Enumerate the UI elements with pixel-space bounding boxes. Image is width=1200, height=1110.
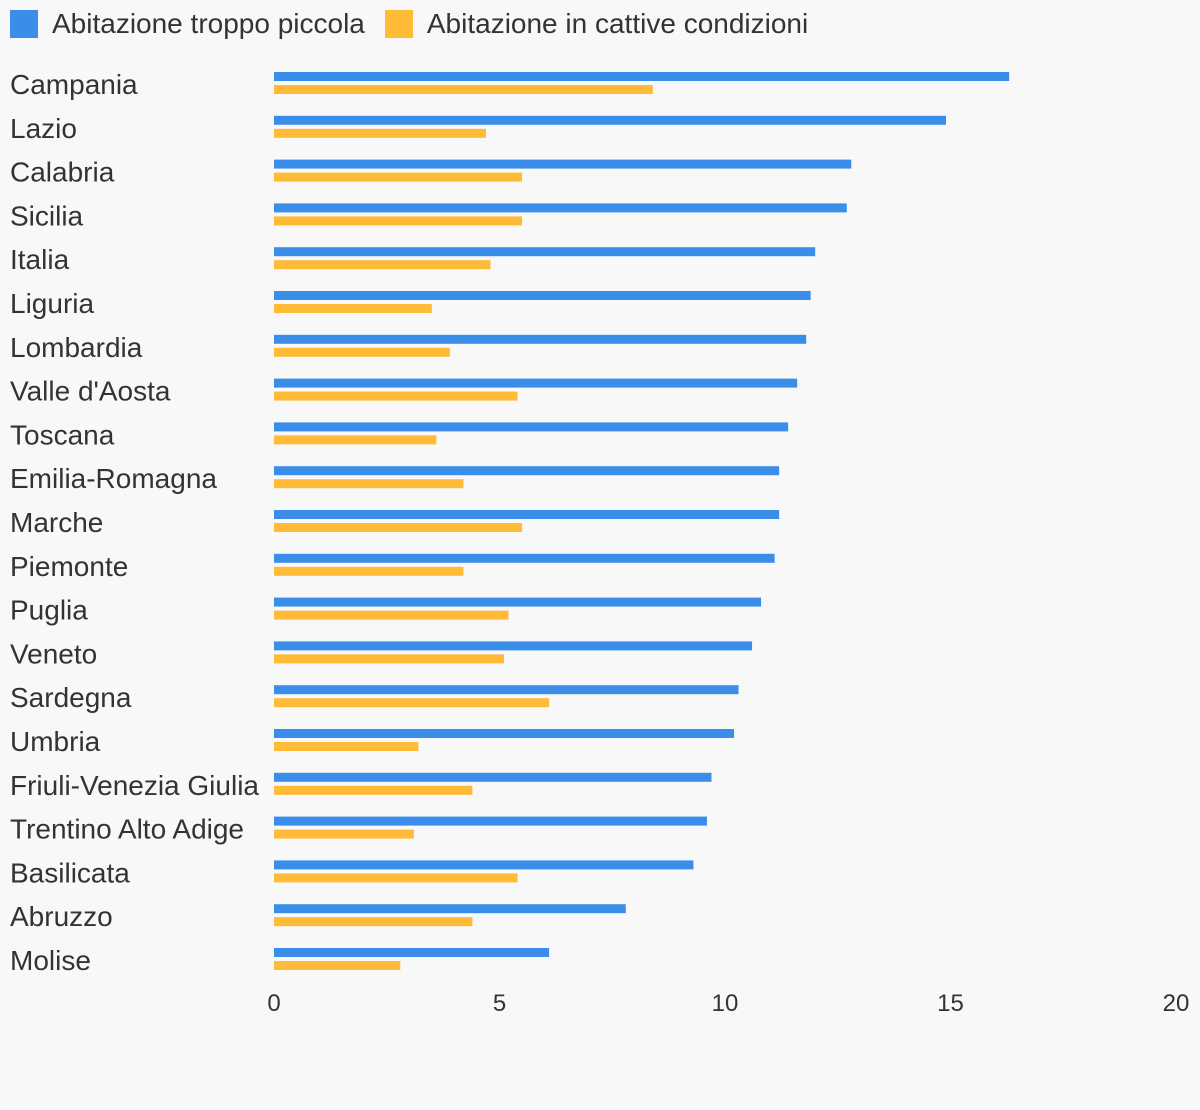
category-label: Lombardia xyxy=(10,332,143,363)
bar-series-1 xyxy=(274,772,712,782)
bar-series-2 xyxy=(274,347,450,357)
bar-series-1 xyxy=(274,816,707,826)
bar-series-2 xyxy=(274,785,473,795)
category-label: Friuli-Venezia Giulia xyxy=(10,770,259,801)
x-tick-label: 15 xyxy=(937,990,964,1017)
x-tick-label: 5 xyxy=(493,990,506,1017)
bar-series-1 xyxy=(274,510,780,519)
bar-series-1 xyxy=(274,115,946,125)
category-label: Basilicata xyxy=(10,857,130,888)
bar-series-2 xyxy=(274,172,523,182)
bar-series-2 xyxy=(274,435,437,445)
legend: Abitazione troppo piccola Abitazione in … xyxy=(10,8,828,40)
category-label: Marche xyxy=(10,507,103,538)
bar-series-2 xyxy=(274,523,523,532)
category-label: Toscana xyxy=(10,419,115,450)
category-label: Liguria xyxy=(10,288,94,319)
category-label: Sicilia xyxy=(10,200,84,231)
bar-series-2 xyxy=(274,391,518,401)
bar-series-2 xyxy=(274,260,491,270)
bar-series-2 xyxy=(274,917,473,927)
bar-series-2 xyxy=(274,479,464,489)
bar-series-2 xyxy=(274,304,432,313)
bar-series-2 xyxy=(274,610,509,620)
bar-series-1 xyxy=(274,948,550,957)
category-label: Veneto xyxy=(10,638,97,669)
x-tick-label: 10 xyxy=(712,990,739,1017)
bar-series-1 xyxy=(274,378,798,388)
bar-series-2 xyxy=(274,128,486,138)
legend-swatch-series-2 xyxy=(384,10,413,38)
bar-series-2 xyxy=(274,873,518,883)
legend-swatch-series-1 xyxy=(10,10,38,38)
category-label: Piemonte xyxy=(10,551,128,582)
bar-series-1 xyxy=(274,422,789,432)
bar-series-2 xyxy=(274,566,464,576)
bar-series-1 xyxy=(274,72,1010,81)
bar-series-2 xyxy=(274,698,550,708)
bar-series-1 xyxy=(274,334,807,344)
x-tick-label: 20 xyxy=(1163,990,1190,1017)
bar-series-2 xyxy=(274,85,653,94)
bar-series-2 xyxy=(274,654,505,664)
category-label: Campania xyxy=(10,69,138,100)
bar-series-1 xyxy=(274,203,847,213)
category-label: Calabria xyxy=(10,157,115,188)
category-label: Italia xyxy=(10,244,70,275)
category-label: Trentino Alto Adige xyxy=(10,814,244,845)
bar-series-2 xyxy=(274,742,419,751)
bar-series-1 xyxy=(274,553,775,563)
category-label: Abruzzo xyxy=(10,901,113,932)
category-label: Molise xyxy=(10,945,91,976)
bar-series-1 xyxy=(274,641,753,651)
x-tick-label: 0 xyxy=(267,990,280,1017)
bar-series-1 xyxy=(274,247,816,257)
bar-series-1 xyxy=(274,597,762,607)
bar-series-1 xyxy=(274,685,739,695)
category-label: Valle d'Aosta xyxy=(10,376,171,407)
legend-label-series-1: Abitazione troppo piccola xyxy=(52,8,365,39)
category-label: Emilia-Romagna xyxy=(10,463,217,494)
category-label: Umbria xyxy=(10,726,101,757)
bar-series-2 xyxy=(274,829,414,839)
bar-series-2 xyxy=(274,961,401,970)
legend-item-series-1: Abitazione troppo piccola xyxy=(10,8,365,40)
bar-series-1 xyxy=(274,904,626,914)
category-label: Puglia xyxy=(10,595,88,626)
legend-label-series-2: Abitazione in cattive condizioni xyxy=(426,8,809,39)
category-label: Lazio xyxy=(10,113,77,144)
bar-series-1 xyxy=(274,729,735,738)
bar-series-2 xyxy=(274,216,523,226)
bar-series-1 xyxy=(274,466,780,476)
bar-series-1 xyxy=(274,291,811,300)
bar-series-1 xyxy=(274,159,852,169)
bar-series-1 xyxy=(274,860,694,870)
legend-item-series-2: Abitazione in cattive condizioni xyxy=(384,8,809,40)
category-label: Sardegna xyxy=(10,682,132,713)
